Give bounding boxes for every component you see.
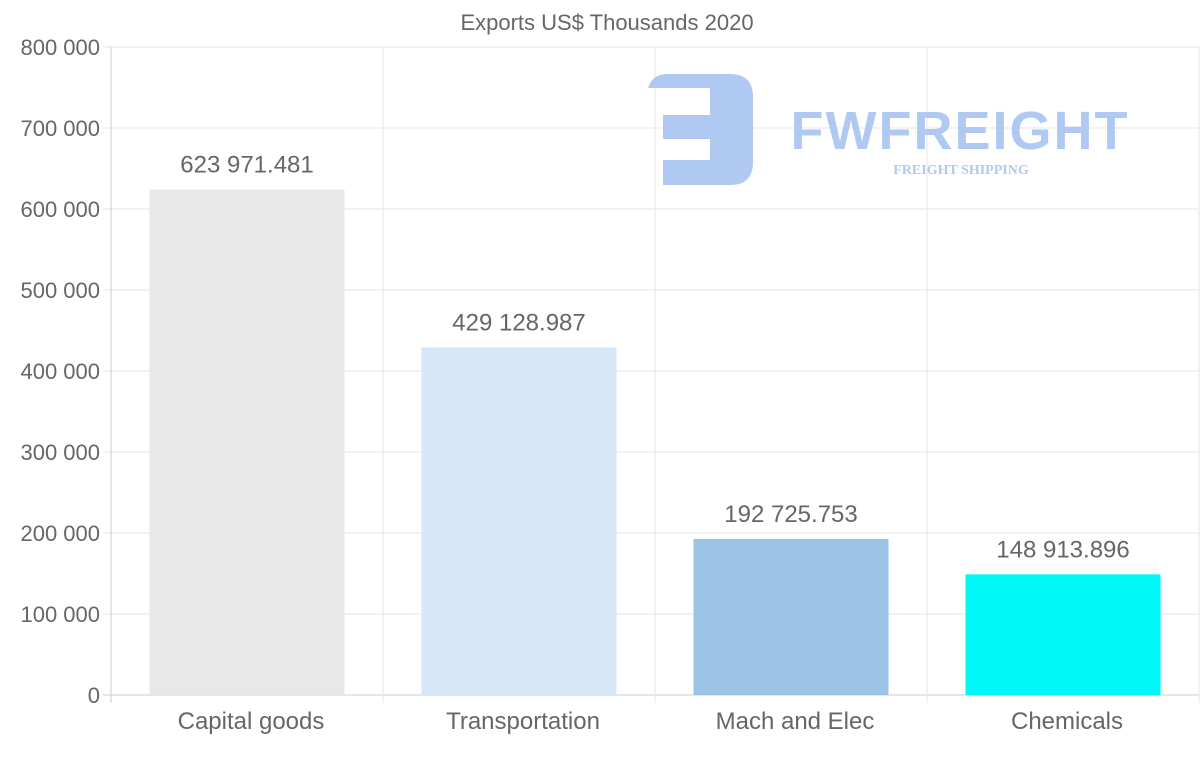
x-tick-label: Chemicals [1011, 708, 1123, 735]
data-label: 148 913.896 [996, 536, 1129, 563]
y-tick-label: 400 000 [20, 359, 100, 384]
watermark-brand: FWFREIGHT [791, 101, 1130, 161]
watermark-logo: FWFREIGHT FREIGHT SHIPPING [648, 74, 1130, 185]
x-axis: Capital goods Transportation Mach and Elec… [178, 708, 1123, 735]
y-tick-label: 200 000 [20, 521, 100, 546]
bar-mach-and-elec [693, 538, 889, 695]
y-tick-label: 300 000 [20, 440, 100, 465]
y-tick-label: 100 000 [20, 602, 100, 627]
bar-capital-goods [149, 189, 345, 695]
y-tick-label: 600 000 [20, 197, 100, 222]
data-label: 623 971.481 [180, 152, 313, 179]
bar-chemicals [965, 574, 1161, 695]
chart-title: Exports US$ Thousands 2020 [460, 10, 753, 35]
data-labels: 623 971.481 429 128.987 192 725.753 148 913… [180, 152, 1129, 564]
data-label: 429 128.987 [452, 309, 585, 336]
y-tick-label: 0 [88, 683, 100, 708]
x-tick-label: Capital goods [178, 708, 325, 735]
bar-transportation [421, 347, 617, 695]
y-tick-label: 800 000 [20, 35, 100, 60]
y-axis: 0 100 000 200 000 300 000 400 000 500 000 600 … [20, 35, 100, 708]
y-tick-label: 500 000 [20, 278, 100, 303]
bars [149, 189, 1161, 695]
logo-mark-icon [648, 74, 753, 185]
x-tick-label: Mach and Elec [716, 708, 875, 735]
x-tick-label: Transportation [446, 708, 600, 735]
y-tick-label: 700 000 [20, 116, 100, 141]
data-label: 192 725.753 [724, 501, 857, 528]
watermark-tagline: FREIGHT SHIPPING [893, 163, 1029, 178]
